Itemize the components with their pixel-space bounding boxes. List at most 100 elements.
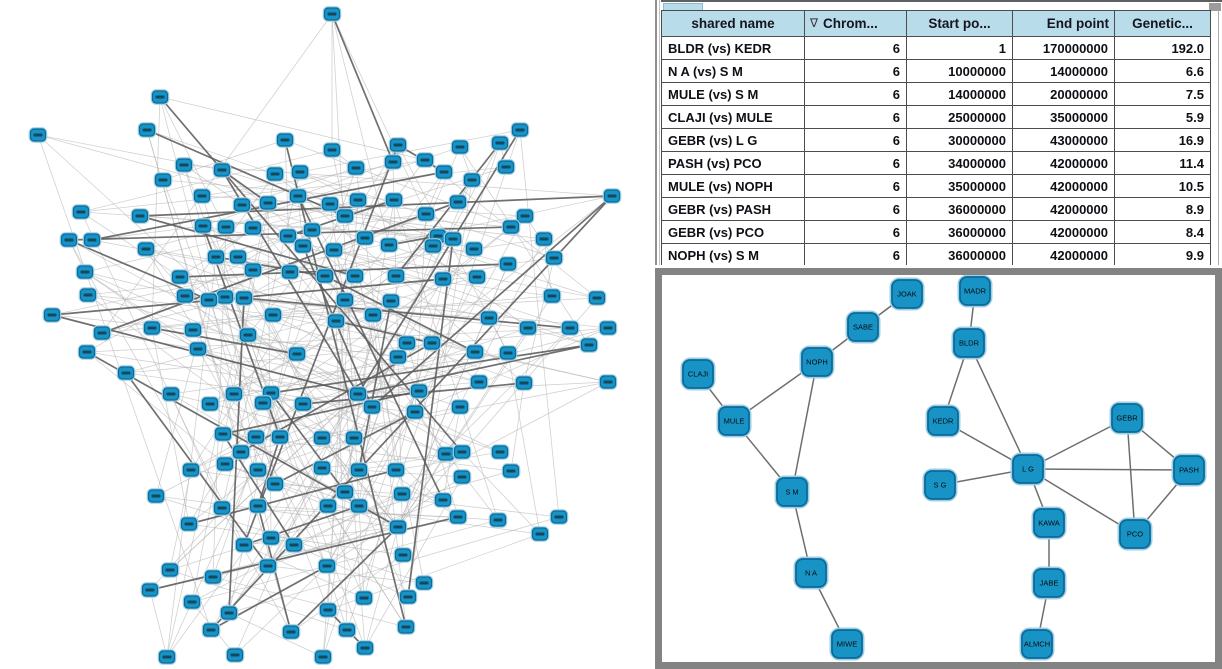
column-header-start-po-[interactable]: Start po... <box>906 10 1013 37</box>
cell-value[interactable]: 30000000 <box>906 128 1013 152</box>
graph-node[interactable] <box>280 264 300 280</box>
cell-value[interactable]: 36000000 <box>906 243 1013 265</box>
cell-shared-name[interactable]: BLDR (vs) KEDR <box>661 36 805 60</box>
graph-node[interactable] <box>598 320 618 336</box>
graph-node[interactable] <box>542 288 562 304</box>
graph-node[interactable] <box>405 404 425 420</box>
graph-node[interactable] <box>397 335 417 351</box>
graph-node[interactable] <box>579 337 599 353</box>
graph-node[interactable] <box>448 509 468 525</box>
graph-node[interactable] <box>530 526 550 542</box>
subnet-node-almch[interactable]: ALMCH <box>1019 627 1055 661</box>
graph-node[interactable] <box>381 293 401 309</box>
subnet-node-kedr[interactable]: KEDR <box>925 404 961 438</box>
table-row[interactable]: BLDR (vs) KEDR 6 1 170000000 192.0 <box>661 36 1211 60</box>
cell-value[interactable]: 6 <box>804 36 907 60</box>
graph-node[interactable] <box>315 268 335 284</box>
graph-node[interactable] <box>318 602 338 618</box>
graph-node[interactable] <box>153 172 173 188</box>
graph-node[interactable] <box>349 462 369 478</box>
graph-node[interactable] <box>409 383 429 399</box>
graph-node[interactable] <box>469 374 489 390</box>
graph-node[interactable] <box>326 313 346 329</box>
cell-value[interactable]: 10000000 <box>906 59 1013 83</box>
graph-node[interactable] <box>146 488 166 504</box>
graph-node[interactable] <box>587 290 607 306</box>
table-row[interactable]: GEBR (vs) PCO 6 36000000 42000000 8.4 <box>661 220 1211 244</box>
graph-node[interactable] <box>415 152 435 168</box>
graph-node[interactable] <box>344 430 364 446</box>
cell-value[interactable]: 14000000 <box>1012 59 1115 83</box>
cell-value[interactable]: 36000000 <box>906 197 1013 221</box>
cell-value[interactable]: 6.6 <box>1114 59 1211 83</box>
graph-node[interactable] <box>248 462 268 478</box>
cell-value[interactable]: 16.9 <box>1114 128 1211 152</box>
graph-node[interactable] <box>510 122 530 138</box>
table-row[interactable]: NOPH (vs) S M 6 36000000 42000000 9.9 <box>661 243 1211 265</box>
cell-value[interactable]: 36000000 <box>906 220 1013 244</box>
graph-node[interactable] <box>450 139 470 155</box>
subnet-node-noph[interactable]: NOPH <box>799 345 835 379</box>
graph-node[interactable] <box>393 547 413 563</box>
cell-value[interactable]: 10.5 <box>1114 174 1211 198</box>
graph-node[interactable] <box>188 341 208 357</box>
graph-node[interactable] <box>479 310 499 326</box>
graph-node[interactable] <box>560 320 580 336</box>
graph-node[interactable] <box>265 476 285 492</box>
subnet-node-jabe[interactable]: JABE <box>1031 566 1067 600</box>
graph-node[interactable] <box>355 230 375 246</box>
graph-node[interactable] <box>346 160 366 176</box>
graph-node[interactable] <box>398 589 418 605</box>
graph-node[interactable] <box>212 162 232 178</box>
graph-node[interactable] <box>174 157 194 173</box>
graph-node[interactable] <box>136 241 156 257</box>
graph-node[interactable] <box>263 307 283 323</box>
graph-node[interactable] <box>199 292 219 308</box>
graph-node[interactable] <box>434 164 454 180</box>
graph-node[interactable] <box>234 290 254 306</box>
graph-node[interactable] <box>422 335 442 351</box>
graph-node[interactable] <box>77 344 97 360</box>
graph-node[interactable] <box>312 430 332 446</box>
graph-node[interactable] <box>443 231 463 247</box>
subnet-node-claji[interactable]: CLAJI <box>680 357 716 391</box>
graph-node[interactable] <box>322 142 342 158</box>
subnet-node-sabe[interactable]: SABE <box>845 310 881 344</box>
cell-value[interactable]: 25000000 <box>906 105 1013 129</box>
graph-node[interactable] <box>243 220 263 236</box>
cell-value[interactable]: 5.9 <box>1114 105 1211 129</box>
graph-node[interactable] <box>175 288 195 304</box>
graph-node[interactable] <box>275 132 295 148</box>
cell-value[interactable]: 35000000 <box>906 174 1013 198</box>
graph-node[interactable] <box>392 486 412 502</box>
graph-node[interactable] <box>78 287 98 303</box>
graph-node[interactable] <box>518 320 538 336</box>
graph-node[interactable] <box>602 188 622 204</box>
cell-value[interactable]: 170000000 <box>1012 36 1115 60</box>
graph-node[interactable] <box>318 498 338 514</box>
graph-node[interactable] <box>322 6 342 22</box>
graph-node[interactable] <box>232 197 252 213</box>
graph-node[interactable] <box>433 271 453 287</box>
graph-node[interactable] <box>203 569 223 585</box>
graph-node[interactable] <box>92 325 112 341</box>
graph-node[interactable] <box>293 238 313 254</box>
graph-node[interactable] <box>228 249 248 265</box>
graph-node[interactable] <box>200 396 220 412</box>
graph-node[interactable] <box>142 320 162 336</box>
graph-node[interactable] <box>490 444 510 460</box>
graph-node[interactable] <box>179 516 199 532</box>
graph-node[interactable] <box>433 492 453 508</box>
subnet-node-madr[interactable]: MADR <box>957 275 993 308</box>
graph-node[interactable] <box>355 640 375 656</box>
table-row[interactable]: GEBR (vs) PASH 6 36000000 42000000 8.9 <box>661 197 1211 221</box>
graph-node[interactable] <box>349 498 369 514</box>
subnet-node-s-g[interactable]: S G <box>922 468 958 502</box>
subnet-node-kawa[interactable]: KAWA <box>1031 506 1067 540</box>
cell-value[interactable]: 7.5 <box>1114 82 1211 106</box>
graph-node[interactable] <box>501 219 521 235</box>
graph-node[interactable] <box>182 594 202 610</box>
cell-value[interactable]: 6 <box>804 151 907 175</box>
graph-node[interactable] <box>219 605 239 621</box>
cell-value[interactable]: 6 <box>804 59 907 83</box>
